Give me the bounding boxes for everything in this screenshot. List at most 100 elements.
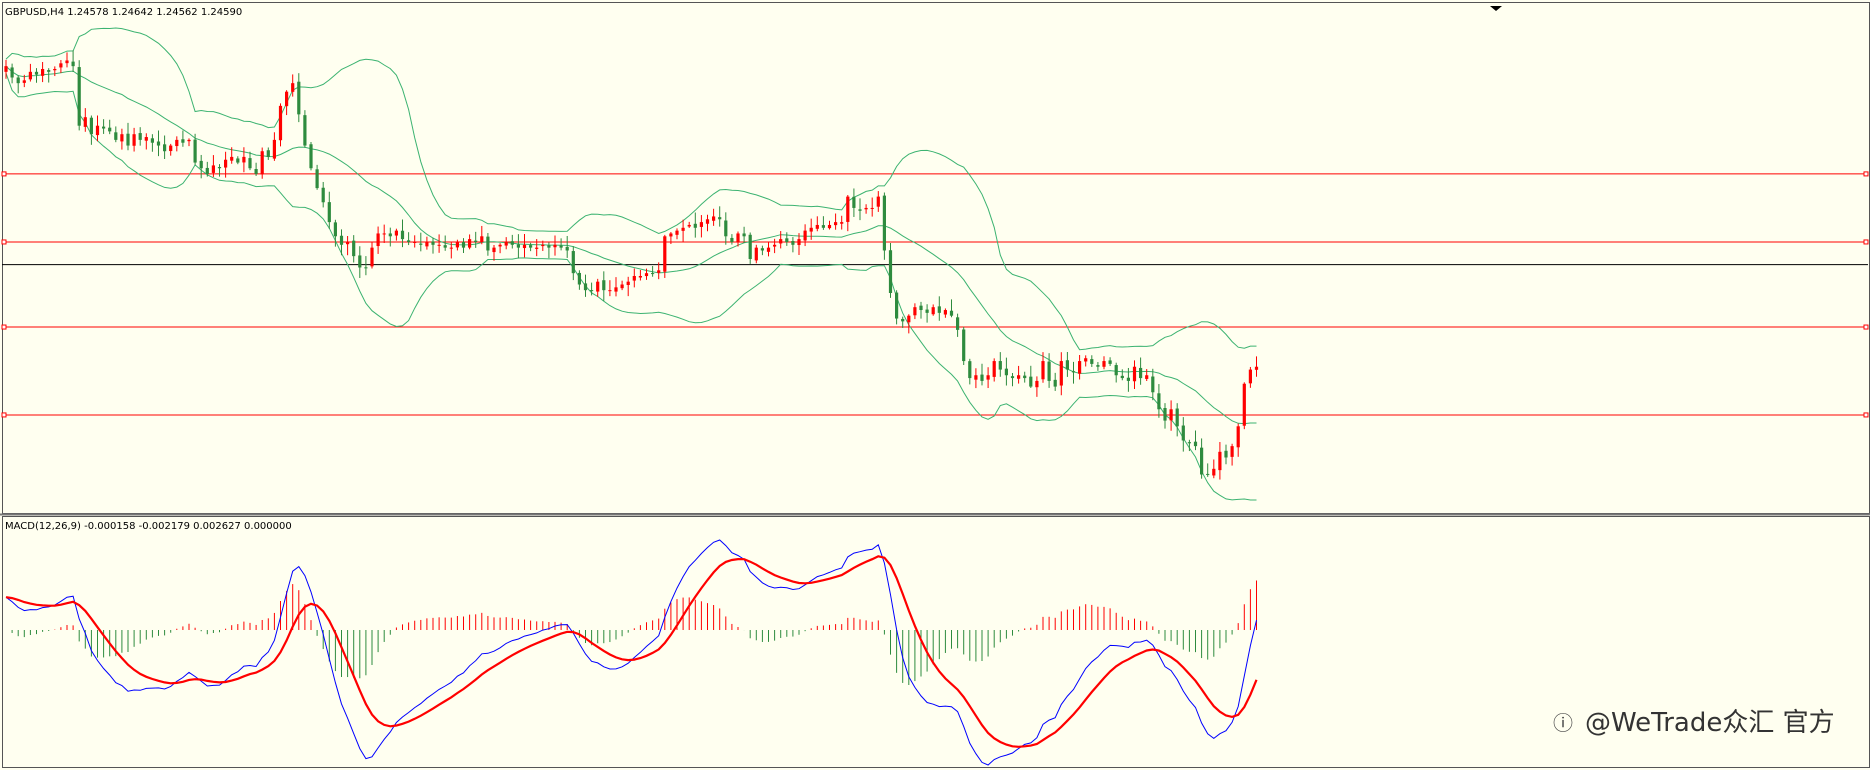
candle-body [156,141,161,146]
candle-body [1120,375,1124,379]
candle [327,191,331,229]
candle-body [1071,371,1076,373]
candle-body [718,217,722,220]
hline-handle-left[interactable] [1,412,7,418]
candle-body [858,209,862,211]
candle-body [1193,441,1198,447]
hline-handle-right[interactable] [1863,171,1869,177]
candle-body [388,233,392,237]
candle-body [669,233,673,237]
candle [254,162,258,176]
candle-body [278,105,283,141]
candle [1041,352,1045,383]
candle [144,133,148,150]
hline-handle-left[interactable] [1,239,7,245]
candle [779,231,783,249]
candle-body [901,318,905,322]
candle-body [413,241,417,243]
candle-body [175,139,179,147]
bollinger-upper [5,27,1257,351]
candle-body [352,240,356,257]
candle-body [565,246,569,251]
candle [504,237,508,250]
candle-body [71,61,75,67]
candle [236,156,240,165]
candle-body [870,207,874,209]
candle-body [522,244,527,249]
candle-body [1206,473,1210,475]
candle-body [370,247,374,267]
candle-body [138,133,142,140]
macd-header: MACD(12,26,9) -0.000158 -0.002179 0.0026… [5,521,292,532]
candle [47,68,51,83]
candle-body [291,83,295,92]
candle-body [248,158,252,169]
candle [718,206,722,227]
candle-body [712,216,716,221]
hline-handle-right[interactable] [1863,239,1869,245]
candle [1230,443,1234,466]
hline-handle-left[interactable] [1,171,7,177]
candle [663,234,667,278]
candle [352,235,356,263]
candle [1096,362,1100,371]
candle [163,135,167,159]
candle [907,314,911,334]
candle-body [1254,366,1259,370]
hline-handle-left[interactable] [1,324,7,330]
candle [1114,362,1118,383]
price-header: GBPUSD,H4 1.24578 1.24642 1.24562 1.2459… [5,7,242,18]
candle-body [1102,361,1106,367]
candle-body [1157,393,1161,410]
candle-body [1187,442,1191,444]
candle-body [1230,446,1234,457]
candle-body [614,287,618,292]
candle [16,75,20,94]
candle [150,134,154,152]
candle-body [498,244,502,247]
candle-body [230,156,234,161]
candle-body [364,267,368,269]
candle [413,235,417,248]
candle [1078,354,1082,380]
candle [925,304,929,323]
candle [553,235,557,256]
candle [138,127,142,146]
candle [638,269,642,281]
candle [28,63,32,82]
candle [285,90,289,116]
candle [675,228,679,240]
candle [1169,400,1173,431]
candle [193,133,197,165]
candle-body [596,281,600,292]
shift-marker-icon[interactable] [1490,6,1502,11]
candle [583,274,588,297]
candle-body [236,158,240,163]
candle [882,192,886,260]
candle-body [376,233,380,247]
candle-body [242,156,246,163]
hline-handle-right[interactable] [1863,324,1869,330]
candle-body [626,281,630,286]
candle-body [888,250,893,294]
candle-body [59,63,63,68]
candle [547,242,551,259]
candle-body [449,247,453,249]
candle-body [968,361,972,379]
candle [754,244,758,264]
candle-body [785,238,789,242]
hline-handle-right[interactable] [1863,412,1869,418]
candle-body [1059,361,1063,386]
candle-body [705,219,710,224]
candle-body [10,67,14,78]
candle [998,352,1002,377]
candle [468,234,472,250]
macd-signal-line [5,555,1258,748]
candle-body [693,223,697,228]
candle-body [773,244,777,247]
candle [455,239,459,251]
candle-body [602,280,606,291]
